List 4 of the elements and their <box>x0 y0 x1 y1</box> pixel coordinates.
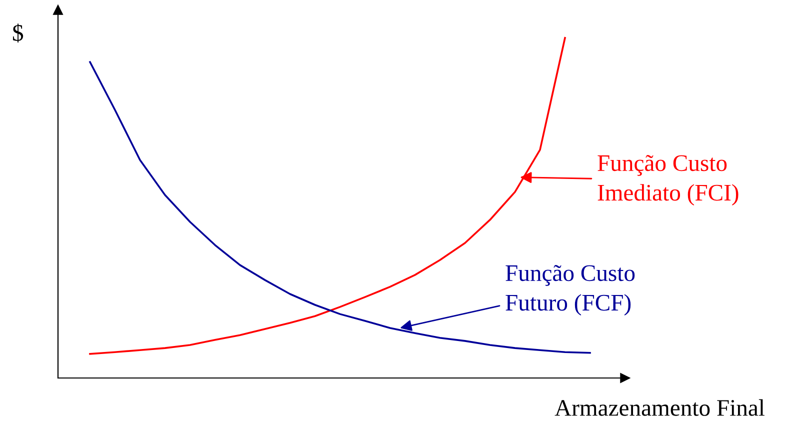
legend-label: Função Custo Imediato (FCI) <box>598 154 738 206</box>
series-label: Função Custo Futuro (FCF) <box>506 264 635 316</box>
y-axis-title: $ <box>13 24 24 42</box>
x-axis-title: Armazenamento Final <box>554 399 765 416</box>
